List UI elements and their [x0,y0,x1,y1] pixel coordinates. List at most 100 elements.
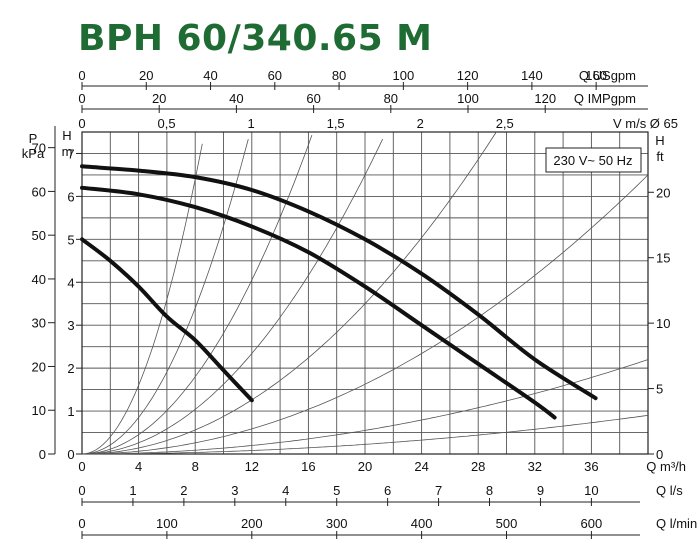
usgpm-tick-label: 40 [203,68,217,83]
usgpm-label: Q USgpm [579,68,636,83]
head-m-unit: m [62,144,73,159]
y-tick-label: 4 [67,275,74,290]
x-tick-label: 0 [78,459,85,474]
y-tick-label: 2 [67,361,74,376]
x-tick-label: 36 [584,459,598,474]
usgpm-tick-label: 100 [392,68,414,83]
system-curve [81,143,203,455]
lmin-tick-label: 100 [156,516,178,531]
ls-tick-label: 3 [231,483,238,498]
x-axis-label: Q m³/h [646,459,686,474]
ls-tick-label: 6 [384,483,391,498]
usgpm-tick-label: 120 [457,68,479,83]
ft-tick-label: 10 [656,316,670,331]
velocity-tick-label: 1 [247,116,254,131]
x-tick-label: 16 [301,459,315,474]
ls-tick-label: 7 [435,483,442,498]
x-tick-label: 32 [528,459,542,474]
y-tick-label: 7 [67,146,74,161]
y-tick-label: 5 [67,232,74,247]
head-ft-label: H [655,133,664,148]
grid [81,131,649,455]
velocity-tick-label: 0,5 [158,116,176,131]
ls-tick-label: 4 [282,483,289,498]
impgpm-tick-label: 20 [152,91,166,106]
system-curve [82,132,497,455]
pressure-tick-label: 60 [32,184,46,199]
impgpm-tick-label: 120 [534,91,556,106]
lmin-tick-label: 500 [496,516,518,531]
lmin-tick-label: 0 [78,516,85,531]
velocity-tick-label: 2 [417,116,424,131]
head-m-label: H [62,128,71,143]
pump-curve-1 [80,164,598,401]
pressure-tick-label: 40 [32,272,46,287]
system-curve [81,138,249,455]
ft-tick-label: 0 [656,447,663,462]
lmin-tick-label: 300 [326,516,348,531]
ft-tick-label: 20 [656,185,670,200]
usgpm-tick-label: 160 [585,68,607,83]
annotation-box [545,147,642,173]
pressure-unit: kPa [22,146,45,161]
y-tick-label: 1 [67,404,74,419]
x-tick-label: 4 [135,459,142,474]
pressure-tick-label: 0 [39,447,46,462]
impgpm-label: Q IMPgpm [574,91,636,106]
usgpm-tick-label: 0 [78,68,85,83]
system-curve [82,415,649,455]
velocity-label: V m/s Ø 65 [613,116,678,131]
ls-tick-label: 8 [486,483,493,498]
impgpm-tick-label: 40 [229,91,243,106]
voltage-annotation: 230 V~ 50 Hz [553,153,632,168]
lmin-tick-label: 400 [411,516,433,531]
y-tick-label: 0 [67,447,74,462]
ls-tick-label: 2 [180,483,187,498]
impgpm-tick-label: 80 [384,91,398,106]
impgpm-tick-label: 100 [457,91,479,106]
x-tick-label: 12 [245,459,259,474]
lmin-tick-label: 200 [241,516,263,531]
ls-tick-label: 0 [78,483,85,498]
system-curve [82,359,649,455]
ls-tick-label: 9 [537,483,544,498]
x-tick-label: 8 [192,459,199,474]
pump-curve-3 [80,237,254,403]
pressure-label: P [29,131,38,146]
y-tick-label: 6 [67,189,74,204]
usgpm-tick-label: 80 [332,68,346,83]
system-curves [81,132,649,455]
lmin-label: Q l/min [656,516,697,531]
pressure-tick-label: 50 [32,228,46,243]
ft-tick-label: 5 [656,382,663,397]
system-curve [81,134,313,455]
ls-tick-label: 5 [333,483,340,498]
usgpm-tick-label: 60 [268,68,282,83]
velocity-tick-label: 0 [78,116,85,131]
x-tick-label: 24 [414,459,428,474]
chart-title: BPH 60/340.65 M [78,18,433,59]
velocity-tick-label: 1,5 [327,116,345,131]
pressure-tick-label: 70 [32,141,46,156]
y-tick-label: 3 [67,318,74,333]
x-tick-label: 28 [471,459,485,474]
pressure-tick-label: 20 [32,359,46,374]
head-ft-unit: ft [656,149,664,164]
plot-frame [81,131,649,455]
pressure-tick-label: 10 [32,403,46,418]
ls-tick-label: 10 [584,483,598,498]
pressure-tick-label: 30 [32,316,46,331]
velocity-tick-label: 2,5 [496,116,514,131]
ls-tick-label: 1 [129,483,136,498]
ls-label: Q l/s [656,483,683,498]
impgpm-tick-label: 60 [306,91,320,106]
x-tick-label: 20 [358,459,372,474]
pump-curve-2 [80,185,557,420]
system-curve [82,138,384,455]
usgpm-tick-label: 140 [521,68,543,83]
system-curve [82,174,649,455]
usgpm-tick-label: 20 [139,68,153,83]
lmin-tick-label: 600 [581,516,603,531]
